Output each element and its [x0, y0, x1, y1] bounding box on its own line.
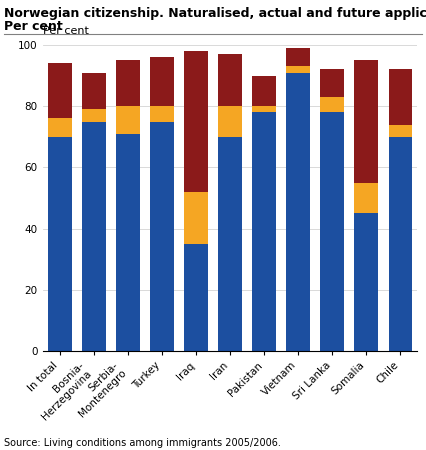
Bar — [252, 106, 276, 112]
Bar — [184, 244, 208, 351]
Bar — [320, 97, 344, 112]
Bar — [389, 69, 412, 125]
Bar — [48, 63, 72, 118]
Bar — [286, 48, 310, 67]
Bar — [82, 122, 106, 351]
Bar — [82, 72, 106, 109]
Bar — [218, 106, 242, 137]
Bar — [286, 72, 310, 351]
Bar — [389, 125, 412, 137]
Bar — [252, 112, 276, 351]
Bar — [116, 106, 140, 134]
Text: Source: Living conditions among immigrants 2005/2006.: Source: Living conditions among immigran… — [4, 438, 281, 448]
Bar — [286, 67, 310, 72]
Bar — [150, 106, 174, 122]
Bar — [389, 137, 412, 351]
Bar — [218, 137, 242, 351]
Bar — [354, 183, 378, 213]
Bar — [320, 112, 344, 351]
Bar — [82, 109, 106, 122]
Bar — [150, 57, 174, 106]
Bar — [320, 69, 344, 97]
Bar — [218, 54, 242, 106]
Bar — [150, 122, 174, 351]
Bar — [354, 213, 378, 351]
Bar — [184, 51, 208, 192]
Bar — [48, 137, 72, 351]
Bar — [184, 192, 208, 244]
Text: Norwegian citizenship. Naturalised, actual and future applicants.: Norwegian citizenship. Naturalised, actu… — [4, 7, 426, 20]
Bar — [116, 134, 140, 351]
Text: Per cent: Per cent — [4, 20, 63, 33]
Bar — [116, 60, 140, 106]
Text: Per cent: Per cent — [43, 26, 89, 36]
Bar — [252, 76, 276, 106]
Bar — [354, 60, 378, 183]
Bar — [48, 118, 72, 137]
